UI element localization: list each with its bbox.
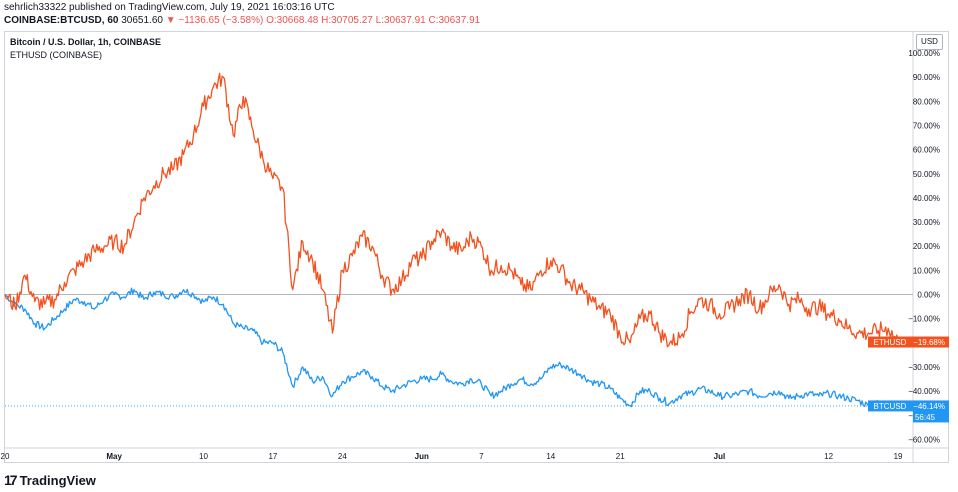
y-tick-label: 20.00%	[913, 242, 940, 251]
x-tick-label: 19	[894, 452, 903, 461]
y-tick-label: 100.00%	[908, 49, 940, 58]
last-price: 30651.60	[121, 15, 163, 26]
close-value: C:30637.91	[428, 15, 481, 26]
ethusd-price-label-name: ETHUSD	[874, 338, 907, 347]
y-tick-label: −30.00%	[908, 363, 940, 372]
x-tick-label: Jul	[714, 452, 726, 461]
ethusd-price-label-name-box	[868, 336, 913, 348]
x-tick-label: Jun	[415, 452, 429, 461]
y-tick-label: 40.00%	[913, 194, 940, 203]
btcusd-price-label-countdown: 56:45	[915, 413, 936, 422]
x-tick-label: 21	[616, 452, 625, 461]
x-tick-label: May	[106, 452, 122, 461]
y-tick-label: 0.00%	[917, 291, 940, 300]
x-tick-label: 12	[824, 452, 833, 461]
main-series-legend: Bitcoin / U.S. Dollar, 1h, COINBASE	[10, 37, 162, 47]
y-tick-label: 50.00%	[913, 170, 940, 179]
currency-button[interactable]: USD	[916, 34, 943, 50]
x-tick-label: 20	[1, 452, 10, 461]
ethusd-price-label-value: −19.68%	[913, 338, 945, 347]
y-tick-label: 30.00%	[913, 218, 940, 227]
ethusd-price-label: ETHUSD −19.68%	[868, 336, 949, 348]
chart-frame	[4, 31, 949, 463]
x-tick-label: 24	[338, 452, 347, 461]
y-tick-label: 80.00%	[913, 97, 940, 106]
brand-name: TradingView	[19, 472, 96, 488]
published-info: sehrlich33322 published on TradingView.c…	[4, 2, 335, 13]
btcusd-price-label-name: BTCUSD	[874, 402, 907, 411]
y-tick-label: −60.00%	[908, 435, 940, 444]
high-value: H:30705.27	[321, 15, 373, 26]
x-tick-label: 7	[479, 452, 484, 461]
open-value: O:30668.48	[266, 15, 319, 26]
y-tick-label: 90.00%	[913, 73, 940, 82]
ethusd-line	[4, 72, 899, 348]
y-tick-label: −10.00%	[908, 315, 940, 324]
x-tick-label: 17	[268, 452, 277, 461]
ethusd-price-label-value-box	[913, 336, 949, 348]
low-value: L:30637.91	[375, 15, 426, 26]
btcusd-price-label-value-box	[913, 400, 949, 423]
compare-series-legend: ETHUSD (COINBASE)	[10, 50, 103, 60]
tradingview-logo-icon: 17	[4, 472, 18, 488]
btcusd-price-label-value: −46.14%	[913, 402, 945, 411]
y-tick-label: 60.00%	[913, 146, 940, 155]
y-tick-label: 10.00%	[913, 266, 940, 275]
ohlc-header: COINBASE:BTCUSD, 60 30651.60 ▼ −1136.65 …	[4, 15, 480, 26]
btcusd-price-label: BTCUSD −46.14% 56:45	[868, 400, 949, 423]
y-tick-label: −40.00%	[908, 387, 940, 396]
symbol-label: COINBASE:BTCUSD, 60	[4, 15, 119, 26]
btcusd-price-label-name-box	[868, 400, 913, 412]
btcusd-line	[4, 287, 899, 410]
x-tick-label: 10	[199, 452, 208, 461]
footer-brand: 17 TradingView	[4, 472, 96, 488]
x-tick-label: 14	[546, 452, 555, 461]
y-tick-label: 70.00%	[913, 121, 940, 130]
price-change: ▼ −1136.65 (−3.58%)	[165, 15, 264, 26]
